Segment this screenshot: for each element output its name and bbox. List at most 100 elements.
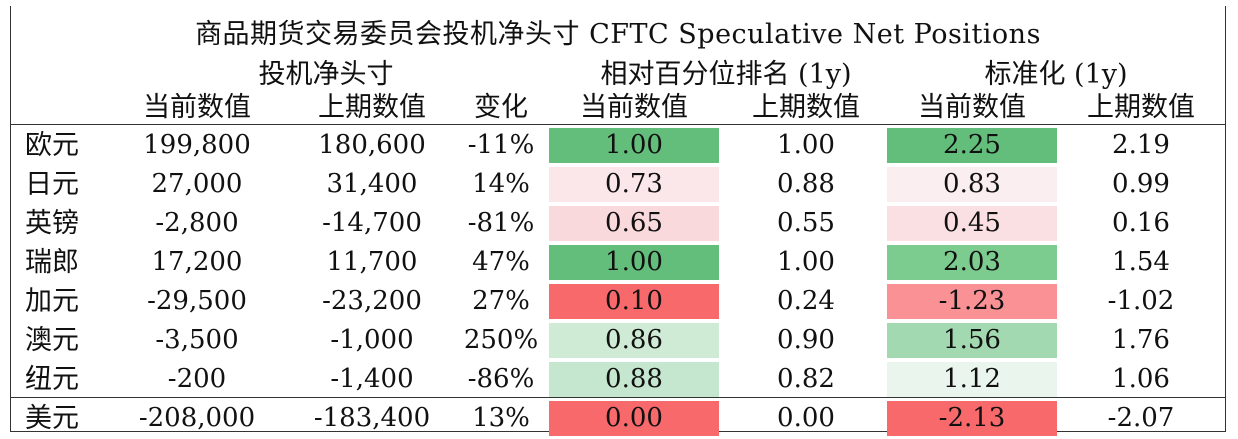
table-cell: 1.06 <box>1112 364 1170 394</box>
usd-divider <box>11 397 1225 398</box>
table-cell: 1.56 <box>943 325 1001 355</box>
table-cell: 250% <box>463 325 539 355</box>
table-row: 澳元 -3,500 -1,000 250% 0.86 0.90 1.56 1.76 <box>11 321 1225 360</box>
rank-heat-cell <box>549 206 719 241</box>
table-cell: -14,700 <box>322 208 422 238</box>
row-label: 瑞郎 <box>25 247 79 278</box>
table-cell: 1.76 <box>1112 325 1170 355</box>
column-header-2: 变化 <box>474 92 528 123</box>
column-header-4: 上期数值 <box>752 92 860 123</box>
table-cell: -11% <box>467 130 535 160</box>
std-heat-cell <box>887 167 1057 202</box>
table-cell: 14% <box>472 169 530 199</box>
rank-heat-cell <box>549 245 719 280</box>
std-heat-cell <box>887 323 1057 358</box>
group-header-percentile-rank: 相对百分位排名 (1y) <box>600 59 852 90</box>
table-cell: 0.82 <box>777 364 835 394</box>
header-divider <box>11 124 1225 125</box>
group-header-net-positions: 投机净头寸 <box>258 59 394 90</box>
table-title: 商品期货交易委员会投机净头寸 CFTC Speculative Net Posi… <box>195 19 1041 50</box>
table-row: 英镑 -2,800 -14,700 -81% 0.65 0.55 0.45 0.16 <box>11 204 1225 243</box>
table-cell: -183,400 <box>313 403 431 433</box>
table-cell: 0.73 <box>605 169 663 199</box>
table-row: 纽元 -200 -1,400 -86% 0.88 0.82 1.12 1.06 <box>11 360 1225 399</box>
table-cell: 27,000 <box>151 169 243 199</box>
column-header-5: 当前数值 <box>918 92 1026 123</box>
table-cell: 1.00 <box>605 247 663 277</box>
std-heat-cell <box>887 362 1057 397</box>
table-cell: 199,800 <box>143 130 251 160</box>
std-heat-cell <box>887 245 1057 280</box>
table-cell: 0.90 <box>777 325 835 355</box>
table-row: 美元 -208,000 -183,400 13% 0.00 0.00 -2.13 -2.07 <box>11 399 1225 438</box>
row-label: 英镑 <box>25 208 79 239</box>
std-heat-cell <box>887 401 1057 436</box>
table-cell: 27% <box>472 286 530 316</box>
table-cell: -1,400 <box>330 364 414 394</box>
table-cell: 0.88 <box>777 169 835 199</box>
column-header-1: 上期数值 <box>318 92 426 123</box>
rank-heat-cell <box>549 323 719 358</box>
table-cell: 0.00 <box>605 403 663 433</box>
table-cell: 2.25 <box>943 130 1001 160</box>
column-header-3: 当前数值 <box>580 92 688 123</box>
table-cell: -1,000 <box>330 325 414 355</box>
table-cell: 0.16 <box>1112 208 1170 238</box>
rank-heat-cell <box>549 401 719 436</box>
table-cell: -2,800 <box>155 208 239 238</box>
table-cell: -86% <box>467 364 535 394</box>
row-label: 澳元 <box>25 325 79 356</box>
std-heat-cell <box>887 206 1057 241</box>
table-row: 瑞郎 17,200 11,700 47% 1.00 1.00 2.03 1.54 <box>11 243 1225 282</box>
row-label: 加元 <box>25 286 79 317</box>
table-cell: -2.13 <box>938 403 1006 433</box>
table-cell: 1.54 <box>1112 247 1170 277</box>
table-cell: -2.07 <box>1107 403 1175 433</box>
rank-heat-cell <box>549 167 719 202</box>
table-cell: -1.02 <box>1107 286 1175 316</box>
table-row: 加元 -29,500 -23,200 27% 0.10 0.24 -1.23 -1.02 <box>11 282 1225 321</box>
table-cell: 0.55 <box>777 208 835 238</box>
std-heat-cell <box>887 284 1057 319</box>
positions-table: 商品期货交易委员会投机净头寸 CFTC Speculative Net Posi… <box>10 6 1226 436</box>
table-cell: 0.24 <box>777 286 835 316</box>
table-cell: 11,700 <box>326 247 418 277</box>
table-row: 日元 27,000 31,400 14% 0.73 0.88 0.83 0.99 <box>11 165 1225 204</box>
table-cell: 1.00 <box>777 247 835 277</box>
table-cell: -200 <box>167 364 227 394</box>
rank-heat-cell <box>549 284 719 319</box>
std-heat-cell <box>887 128 1057 163</box>
column-header-6: 上期数值 <box>1087 92 1195 123</box>
table-cell: 13% <box>472 403 530 433</box>
table-cell: -208,000 <box>138 403 256 433</box>
table-cell: 0.00 <box>777 403 835 433</box>
table-row: 欧元 199,800 180,600 -11% 1.00 1.00 2.25 2.19 <box>11 126 1225 165</box>
table-cell: -1.23 <box>938 286 1006 316</box>
table-cell: -29,500 <box>147 286 247 316</box>
table-cell: 180,600 <box>318 130 426 160</box>
column-header-0: 当前数值 <box>143 92 251 123</box>
table-cell: 0.86 <box>605 325 663 355</box>
group-header-standardized: 标准化 (1y) <box>984 59 1128 90</box>
table-cell: -3,500 <box>155 325 239 355</box>
table-cell: 1.00 <box>777 130 835 160</box>
table-cell: 0.99 <box>1112 169 1170 199</box>
row-label: 纽元 <box>25 364 79 395</box>
table-cell: 2.19 <box>1112 130 1170 160</box>
table-cell: 31,400 <box>326 169 418 199</box>
table-cell: -23,200 <box>322 286 422 316</box>
table-cell: 0.88 <box>605 364 663 394</box>
table-cell: 1.12 <box>943 364 1001 394</box>
table-cell: 1.00 <box>605 130 663 160</box>
rank-heat-cell <box>549 128 719 163</box>
table-cell: 47% <box>472 247 530 277</box>
table-cell: 17,200 <box>151 247 243 277</box>
table-cell: 0.10 <box>605 286 663 316</box>
table-cell: -81% <box>467 208 535 238</box>
row-label: 日元 <box>25 169 79 200</box>
table-cell: 0.65 <box>605 208 663 238</box>
rank-heat-cell <box>549 362 719 397</box>
table-cell: 2.03 <box>943 247 1001 277</box>
table-cell: 0.45 <box>943 208 1001 238</box>
row-label: 欧元 <box>25 130 79 161</box>
